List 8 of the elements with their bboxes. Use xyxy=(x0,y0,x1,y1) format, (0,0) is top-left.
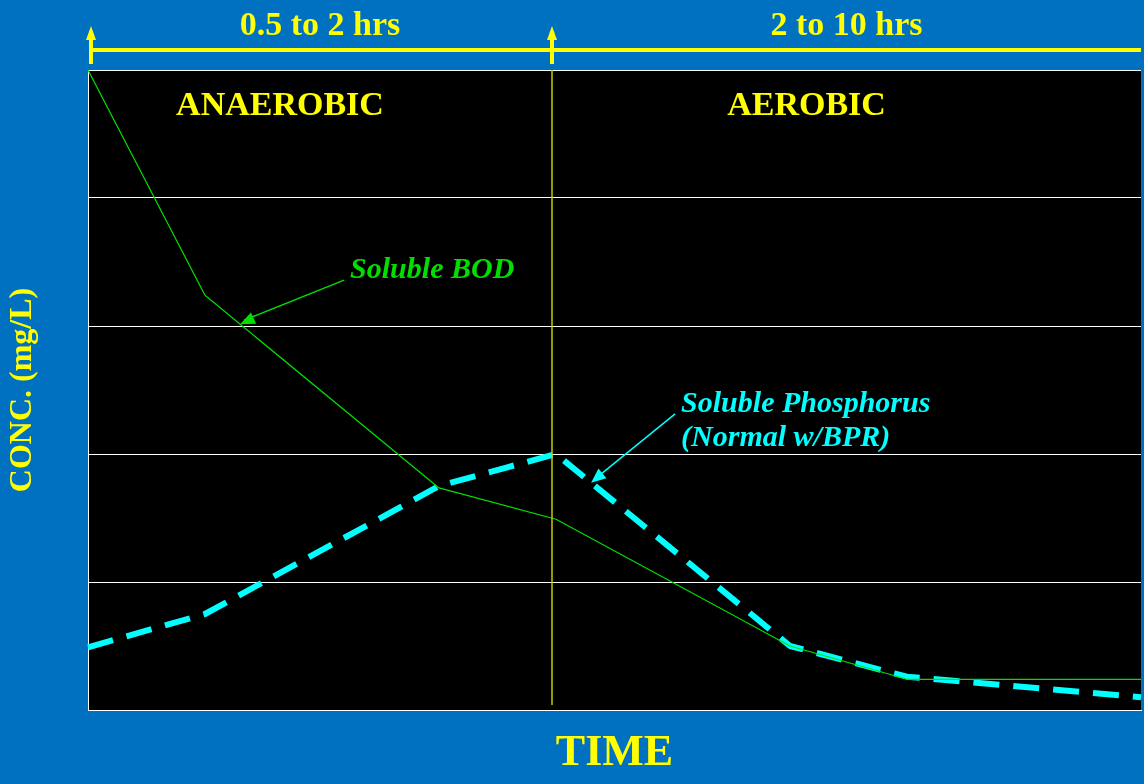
annotation: AEROBIC xyxy=(727,84,886,122)
y-axis-title: CONC. (mg/L) xyxy=(2,287,39,493)
text: Soluble BOD xyxy=(350,250,515,284)
text: 2 to 10 hrs xyxy=(770,4,923,42)
x-axis-title: TIME xyxy=(555,725,674,775)
text: Soluble Phosphorus (Normal w/BPR) xyxy=(681,384,931,453)
text: 0.5 to 2 hrs xyxy=(239,4,401,42)
annotation: ANAEROBIC xyxy=(176,84,384,122)
